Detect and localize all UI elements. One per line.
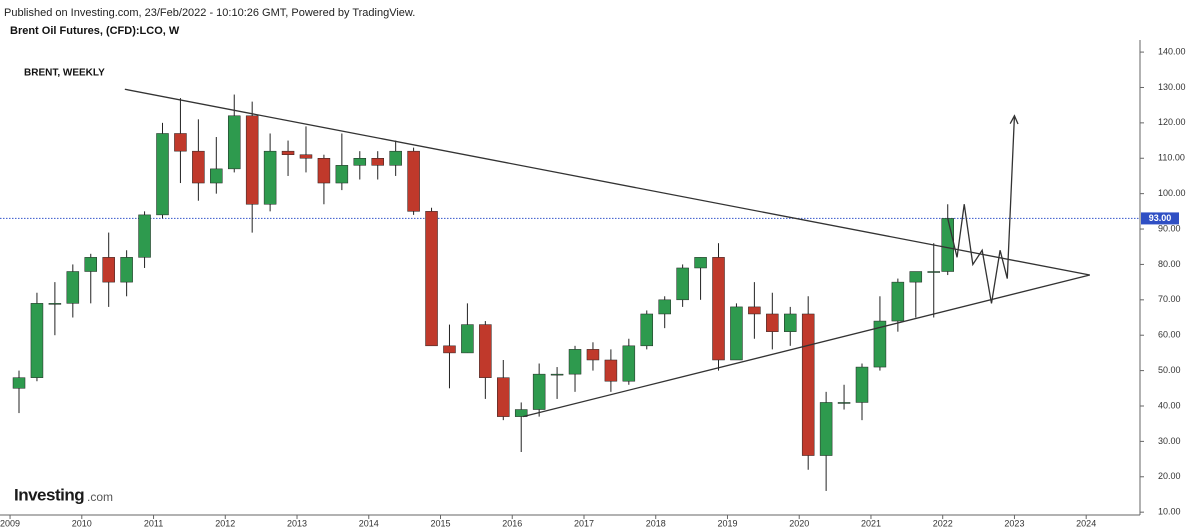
candle-body xyxy=(371,158,384,166)
candle-body xyxy=(245,115,259,205)
y-tick-label: 90.00 xyxy=(1158,223,1181,233)
candle-body xyxy=(425,211,438,347)
candle-body xyxy=(461,324,474,354)
candle-body xyxy=(909,271,923,283)
candle-body xyxy=(299,154,313,159)
y-tick-label: 60.00 xyxy=(1158,330,1181,340)
candle-body xyxy=(407,150,420,212)
annotation: BRENT, WEEKLY xyxy=(24,68,105,79)
y-tick-label: 130.00 xyxy=(1158,82,1186,92)
x-tick-label: 2011 xyxy=(144,518,163,528)
y-tick-label: 40.00 xyxy=(1158,400,1181,410)
candle-body xyxy=(640,313,654,347)
candle-body xyxy=(855,366,869,403)
candle-body xyxy=(532,373,546,410)
x-tick-label: 2014 xyxy=(359,518,379,528)
candle-body xyxy=(102,257,115,283)
candle-body xyxy=(941,218,954,272)
candle-body xyxy=(263,150,277,205)
candle-body xyxy=(873,320,887,368)
candle-body xyxy=(676,267,689,301)
candle-body xyxy=(192,150,205,184)
candle-body xyxy=(281,150,295,155)
y-tick-label: 30.00 xyxy=(1158,436,1181,446)
logo-suffix: .com xyxy=(87,490,113,504)
candle-body xyxy=(819,402,833,456)
candle-body xyxy=(784,313,797,332)
candle-body xyxy=(748,306,761,315)
y-tick-label: 70.00 xyxy=(1158,294,1181,304)
arrow-head xyxy=(1009,114,1019,125)
candle-body xyxy=(694,257,707,269)
candle-body xyxy=(30,303,44,378)
candle-body xyxy=(568,349,582,375)
candle-body xyxy=(84,257,98,272)
candle-body xyxy=(174,133,187,152)
candle-body xyxy=(443,345,456,354)
y-tick-label: 110.00 xyxy=(1158,153,1185,163)
x-tick-label: 2024 xyxy=(1076,518,1096,528)
x-tick-label: 2023 xyxy=(1004,518,1024,528)
trendline xyxy=(124,88,1090,276)
candle-body xyxy=(156,133,169,216)
y-tick-label: 10.00 xyxy=(1158,507,1181,517)
candle-body xyxy=(891,281,905,322)
x-tick-label: 2015 xyxy=(430,518,450,528)
x-tick-label: 2022 xyxy=(933,518,953,528)
candle-body xyxy=(730,306,743,361)
y-tick-label: 50.00 xyxy=(1158,365,1181,375)
x-tick-label: 2012 xyxy=(215,518,235,528)
logo: Investing .com xyxy=(14,485,113,504)
candle-body xyxy=(138,214,151,258)
candle-body xyxy=(801,313,815,456)
x-tick-label: 2017 xyxy=(574,518,594,528)
candle-body xyxy=(227,115,241,170)
logo-brand: Investing xyxy=(14,485,84,504)
x-tick-label: 2021 xyxy=(861,518,881,528)
candle-body xyxy=(622,345,636,382)
candle-body xyxy=(586,349,600,361)
candle-body xyxy=(766,313,779,332)
candle-body xyxy=(479,324,492,378)
candle-body xyxy=(66,271,80,304)
y-tick-label: 120.00 xyxy=(1158,117,1186,127)
y-tick-label: 20.00 xyxy=(1158,471,1181,481)
price-label: 93.00 xyxy=(1149,213,1172,223)
candle-body xyxy=(550,373,564,376)
x-tick-label: 2016 xyxy=(502,518,522,528)
price-label-box xyxy=(1141,212,1179,225)
x-tick-label: 2020 xyxy=(789,518,809,528)
candle-body xyxy=(210,168,223,184)
header: Published on Investing.com, 23/Feb/2022 … xyxy=(4,7,415,19)
candle-body xyxy=(514,409,528,417)
projection-path xyxy=(947,115,1016,304)
trendline xyxy=(522,274,1090,418)
x-tick-label: 2010 xyxy=(72,518,92,528)
x-tick-label: 2018 xyxy=(646,518,666,528)
candle-body xyxy=(12,377,26,389)
candle-body xyxy=(389,150,402,166)
y-tick-label: 100.00 xyxy=(1158,188,1186,198)
x-tick-label: 2013 xyxy=(287,518,307,528)
candle-body xyxy=(497,377,510,417)
candle-body xyxy=(335,165,349,184)
candle-body xyxy=(837,402,851,404)
x-tick-label: 2009 xyxy=(0,518,20,528)
candle-body xyxy=(353,158,367,166)
candle-body xyxy=(927,271,940,273)
y-tick-label: 140.00 xyxy=(1158,46,1186,56)
y-tick-label: 80.00 xyxy=(1158,259,1181,269)
candle-body xyxy=(48,303,62,305)
candle-body xyxy=(604,359,618,382)
candle-body xyxy=(658,299,671,315)
candle-body xyxy=(712,257,725,361)
candle-body xyxy=(120,257,133,283)
chart-title: Brent Oil Futures, (CFD):LCO, W xyxy=(10,25,180,37)
candle-body xyxy=(317,158,331,184)
x-tick-label: 2019 xyxy=(717,518,737,528)
